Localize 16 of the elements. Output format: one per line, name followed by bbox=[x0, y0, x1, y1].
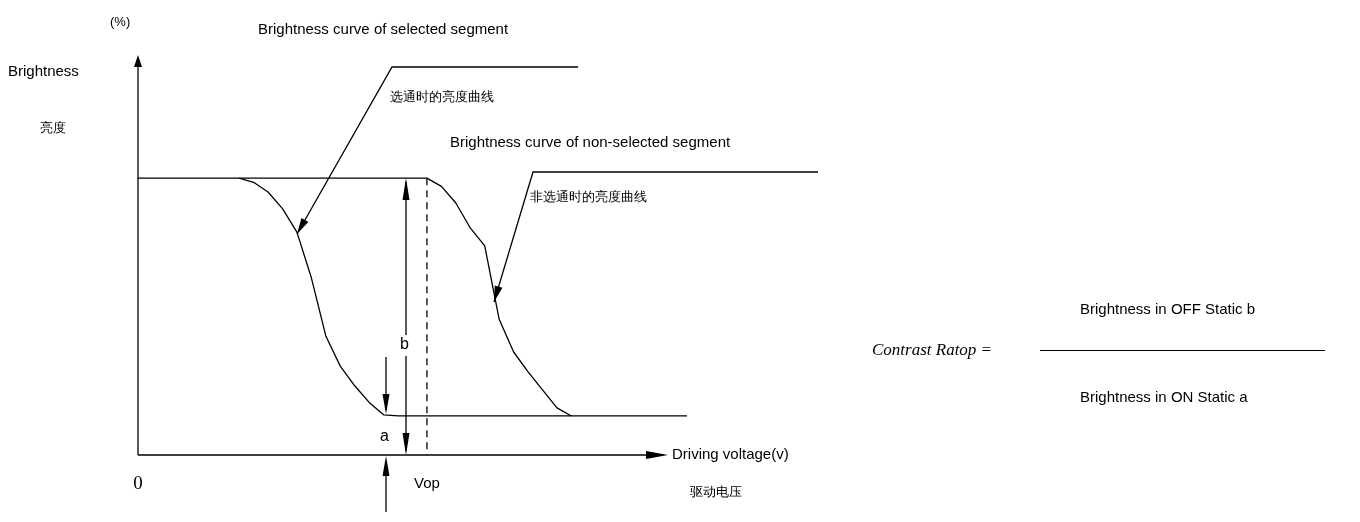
text: Brightness curve of selected segment bbox=[258, 20, 509, 38]
annotation: a bbox=[380, 427, 389, 445]
x-tick-label: Vop bbox=[414, 474, 440, 492]
text: (%) bbox=[110, 13, 131, 29]
text: Brightness curve of non-selected segment bbox=[450, 133, 731, 151]
text: 驱动电压 bbox=[690, 483, 742, 499]
text: 亮度 bbox=[40, 119, 66, 135]
text: Contrast Ratop = bbox=[872, 340, 993, 360]
text: Brightness in ON Static a bbox=[1080, 388, 1248, 405]
annotation: 非选通时的亮度曲线 bbox=[530, 188, 647, 204]
x-axis-title: Driving voltage(v) bbox=[672, 445, 789, 463]
annotation: b bbox=[400, 335, 409, 353]
text: 选通时的亮度曲线 bbox=[390, 88, 494, 104]
text: Brightness bbox=[8, 62, 79, 80]
x-tick-label: 0 bbox=[133, 471, 143, 493]
text: Brightness in OFF Static b bbox=[1080, 300, 1256, 317]
